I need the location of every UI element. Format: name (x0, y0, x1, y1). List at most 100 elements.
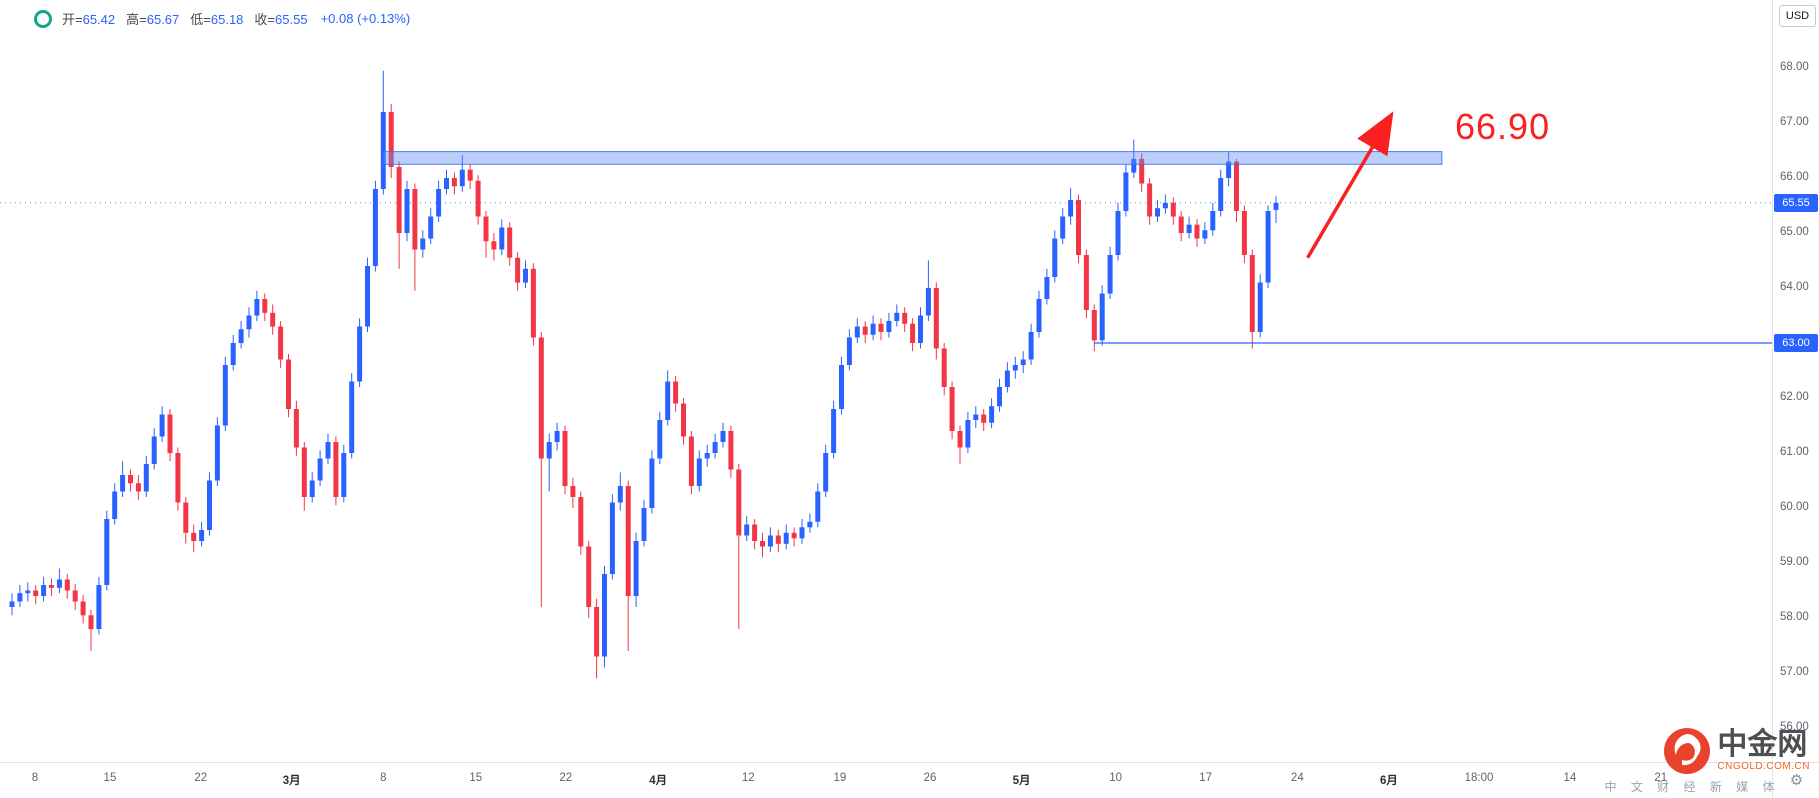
candle (633, 532, 639, 607)
candle (1052, 230, 1058, 283)
candle (159, 406, 165, 442)
time-tick: 22 (194, 772, 208, 784)
candle (902, 307, 908, 332)
candle (602, 565, 607, 668)
candle (199, 521, 205, 547)
candle (1155, 200, 1160, 222)
candle (1234, 158, 1239, 222)
candle (1257, 274, 1263, 338)
candle (1004, 362, 1010, 393)
candle (1226, 152, 1232, 187)
candle (973, 406, 979, 429)
candle (530, 263, 536, 346)
candle (372, 180, 378, 272)
candle (846, 329, 852, 371)
candle (507, 222, 513, 266)
candle (981, 409, 987, 431)
ohlc-legend: 开=65.42 高=65.67 低=65.18 收=65.55 +0.08 (+… (34, 9, 410, 28)
gear-icon[interactable]: ⚙ (1789, 772, 1804, 789)
candle (767, 527, 773, 552)
candle (586, 541, 592, 618)
candle (278, 321, 284, 368)
resistance-zone[interactable] (382, 151, 1443, 165)
price-tick: 61.00 (1780, 446, 1809, 458)
legend-low-value: 65.18 (210, 12, 244, 27)
candle (301, 442, 307, 511)
candle (1194, 219, 1200, 247)
candle (546, 433, 552, 492)
candle (681, 398, 686, 445)
candle (388, 103, 394, 178)
candle (1241, 205, 1247, 264)
candle (760, 532, 765, 558)
candle (207, 472, 212, 536)
candle (839, 356, 844, 415)
price-axis[interactable]: 65.55 63.00 68.0067.0066.0065.0064.0063.… (1772, 0, 1819, 762)
candle (625, 480, 631, 651)
candle (238, 321, 244, 349)
legend-change-value: +0.08 (+0.13%) (320, 11, 411, 26)
candle (499, 219, 505, 255)
time-tick: 5月 (1012, 775, 1031, 787)
currency-button[interactable]: USD (1779, 5, 1816, 27)
candle (783, 524, 789, 550)
candle (1162, 194, 1168, 214)
candle (404, 180, 410, 242)
candle (396, 161, 402, 269)
candle (696, 450, 702, 492)
candle (594, 598, 600, 679)
candle (56, 568, 62, 594)
candle (609, 494, 615, 580)
candle (333, 436, 339, 506)
price-tick: 56.00 (1780, 721, 1809, 733)
candle (712, 433, 718, 459)
watermark-text: 中金网 CNGOLD.COM.CN (1717, 730, 1810, 773)
target-price-label[interactable]: 66.90 (1455, 106, 1551, 147)
legend-open-value: 65.42 (82, 12, 116, 27)
candle (933, 282, 939, 360)
price-tick: 68.00 (1780, 61, 1809, 73)
candle (9, 593, 15, 616)
axis-corner: ⚙ (1772, 762, 1819, 798)
candle (965, 411, 971, 453)
candle (949, 381, 955, 440)
price-tick: 65.00 (1780, 226, 1809, 238)
candle (459, 154, 465, 192)
candle (317, 450, 323, 486)
candle (1028, 323, 1034, 365)
candle (870, 315, 876, 341)
last-price-badge: 65.55 (1774, 193, 1818, 212)
candle (96, 576, 102, 635)
candle (128, 469, 133, 492)
legend-high-value: 65.67 (146, 12, 180, 27)
candle (325, 433, 331, 464)
candle (752, 519, 758, 550)
candle (744, 516, 750, 541)
candle (878, 318, 884, 341)
price-tick: 62.00 (1780, 391, 1809, 403)
candle (894, 304, 900, 327)
candle (112, 483, 118, 525)
candle (491, 233, 497, 261)
time-axis[interactable]: 8 15 22 3月 8 15 22 4月 12 19 26 5月 10 17 24 6月 18:00 14 21 (0, 762, 1772, 798)
candle (1083, 249, 1089, 319)
price-tick: 58.00 (1780, 611, 1809, 623)
candle (222, 356, 228, 431)
candle (262, 293, 268, 321)
candle (957, 425, 963, 464)
support-price-badge: 63.00 (1774, 334, 1818, 352)
candle (704, 444, 710, 467)
candle (1012, 356, 1018, 379)
candle (230, 334, 236, 371)
candle (80, 594, 86, 624)
candle (1060, 208, 1066, 244)
candle (1123, 164, 1129, 217)
legend-close-value: 65.55 (275, 12, 308, 27)
candle (989, 398, 995, 429)
target-arrow[interactable] (1306, 111, 1394, 259)
candle (1091, 304, 1097, 352)
time-tick: 8 (31, 772, 39, 784)
candle (1186, 216, 1192, 239)
chart-pane[interactable] (0, 0, 1772, 762)
